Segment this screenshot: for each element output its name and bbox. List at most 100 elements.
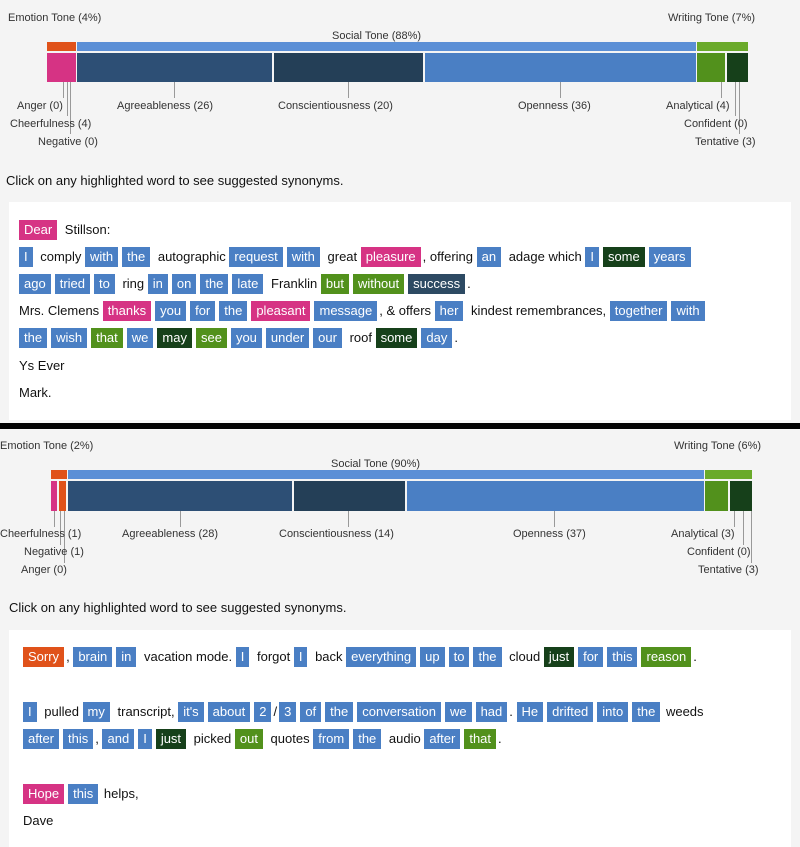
highlighted-word[interactable]: may	[157, 328, 192, 348]
highlighted-word[interactable]: but	[320, 274, 349, 294]
highlighted-word[interactable]: on	[171, 274, 197, 294]
highlighted-word[interactable]: I	[293, 647, 308, 667]
highlighted-word[interactable]: years	[648, 247, 691, 267]
highlighted-word[interactable]: we	[444, 702, 472, 722]
highlighted-word[interactable]: see	[195, 328, 227, 348]
highlighted-word[interactable]: everything	[346, 647, 417, 667]
highlighted-word[interactable]: you	[230, 328, 262, 348]
emotion-tone-bar[interactable]	[51, 470, 67, 479]
social-tone-bar[interactable]	[77, 42, 696, 51]
highlighted-word[interactable]: Dear	[19, 220, 58, 240]
highlighted-word[interactable]: with	[671, 301, 705, 321]
highlighted-word[interactable]: out	[234, 729, 263, 749]
highlighted-word[interactable]: together	[609, 301, 668, 321]
highlighted-word[interactable]: just	[543, 647, 575, 667]
highlighted-word[interactable]: wish	[51, 328, 88, 348]
highlighted-word[interactable]: the	[19, 328, 48, 348]
highlighted-word[interactable]: in	[116, 647, 137, 667]
highlighted-word[interactable]: ago	[19, 274, 51, 294]
conscientiousness-segment[interactable]	[274, 53, 423, 82]
highlighted-word[interactable]: this	[63, 729, 94, 749]
highlighted-word[interactable]: for	[190, 301, 216, 321]
agreeableness-segment[interactable]	[68, 481, 292, 511]
highlighted-word[interactable]: you	[155, 301, 187, 321]
highlighted-word[interactable]: the	[473, 647, 502, 667]
highlighted-word[interactable]: pleasure	[360, 247, 421, 267]
highlighted-word[interactable]: I	[138, 729, 152, 749]
highlighted-word[interactable]: my	[82, 702, 110, 722]
highlighted-word[interactable]: I	[19, 247, 33, 267]
highlighted-word[interactable]: had	[475, 702, 508, 722]
highlighted-word[interactable]: some	[375, 328, 418, 348]
highlighted-word[interactable]: to	[448, 647, 470, 667]
highlighted-word[interactable]: after	[23, 729, 60, 749]
tentative-segment[interactable]	[730, 481, 752, 511]
highlighted-word[interactable]: reason	[641, 647, 692, 667]
highlighted-word[interactable]: this	[68, 784, 99, 804]
highlighted-word[interactable]: and	[102, 729, 135, 749]
highlighted-word[interactable]: an	[476, 247, 502, 267]
highlighted-word[interactable]: just	[155, 729, 187, 749]
highlighted-word[interactable]: about	[207, 702, 251, 722]
highlighted-word[interactable]: I	[23, 702, 37, 722]
highlighted-word[interactable]: after	[424, 729, 461, 749]
highlighted-word[interactable]: late	[232, 274, 264, 294]
highlighted-word[interactable]: I	[585, 247, 599, 267]
highlighted-word[interactable]: the	[325, 702, 354, 722]
highlighted-word[interactable]: request	[229, 247, 283, 267]
highlighted-word[interactable]: from	[313, 729, 350, 749]
emotion-tone-bar[interactable]	[47, 42, 76, 51]
analytical-segment[interactable]	[697, 53, 725, 82]
highlighted-word[interactable]: drifted	[547, 702, 594, 722]
agreeableness-segment[interactable]	[77, 53, 272, 82]
highlighted-word[interactable]: that	[464, 729, 497, 749]
highlighted-word[interactable]: that	[91, 328, 123, 348]
highlighted-word[interactable]: Hope	[23, 784, 65, 804]
highlighted-word[interactable]: conversation	[357, 702, 441, 722]
highlighted-word[interactable]: 2	[254, 702, 272, 722]
highlighted-word[interactable]: without	[352, 274, 405, 294]
highlighted-word[interactable]: to	[94, 274, 115, 294]
highlighted-word[interactable]: thanks	[102, 301, 152, 321]
conscientiousness-segment[interactable]	[294, 481, 405, 511]
highlighted-word[interactable]: with	[286, 247, 320, 267]
highlighted-word[interactable]: up	[420, 647, 445, 667]
highlighted-word[interactable]: this	[607, 647, 638, 667]
highlighted-word[interactable]: He	[516, 702, 544, 722]
highlighted-word[interactable]: I	[235, 647, 250, 667]
highlighted-word[interactable]: the	[200, 274, 229, 294]
highlighted-word[interactable]: under	[265, 328, 310, 348]
negative-segment[interactable]	[59, 481, 66, 511]
highlighted-word[interactable]: message	[314, 301, 378, 321]
highlighted-word[interactable]: of	[300, 702, 322, 722]
highlighted-word[interactable]: some	[602, 247, 645, 267]
highlighted-word[interactable]: into	[597, 702, 629, 722]
cheerfulness-segment[interactable]	[47, 53, 76, 82]
highlighted-word[interactable]: our	[313, 328, 342, 348]
highlighted-word[interactable]: success	[408, 274, 466, 294]
writing-tone-bar[interactable]	[697, 42, 748, 51]
highlighted-word[interactable]: it's	[178, 702, 204, 722]
highlighted-word[interactable]: brain	[73, 647, 113, 667]
highlighted-word[interactable]: for	[578, 647, 604, 667]
analytical-segment[interactable]	[705, 481, 728, 511]
cheerfulness-segment[interactable]	[51, 481, 57, 511]
highlighted-word[interactable]: with	[85, 247, 119, 267]
highlighted-word[interactable]: Sorry	[23, 647, 65, 667]
social-tone-bar[interactable]	[68, 470, 704, 479]
highlighted-word[interactable]: the	[219, 301, 248, 321]
highlighted-word[interactable]: the	[122, 247, 151, 267]
highlighted-word[interactable]: day	[421, 328, 453, 348]
highlighted-word[interactable]: tried	[54, 274, 90, 294]
highlighted-word[interactable]: the	[353, 729, 382, 749]
highlighted-word[interactable]: 3	[279, 702, 297, 722]
highlighted-word[interactable]: the	[632, 702, 661, 722]
openness-segment[interactable]	[407, 481, 704, 511]
writing-tone-bar[interactable]	[705, 470, 752, 479]
highlighted-word[interactable]: we	[126, 328, 154, 348]
highlighted-word[interactable]: her	[434, 301, 464, 321]
highlighted-word[interactable]: pleasant	[251, 301, 311, 321]
tentative-segment[interactable]	[727, 53, 748, 82]
openness-segment[interactable]	[425, 53, 696, 82]
highlighted-word[interactable]: in	[147, 274, 168, 294]
